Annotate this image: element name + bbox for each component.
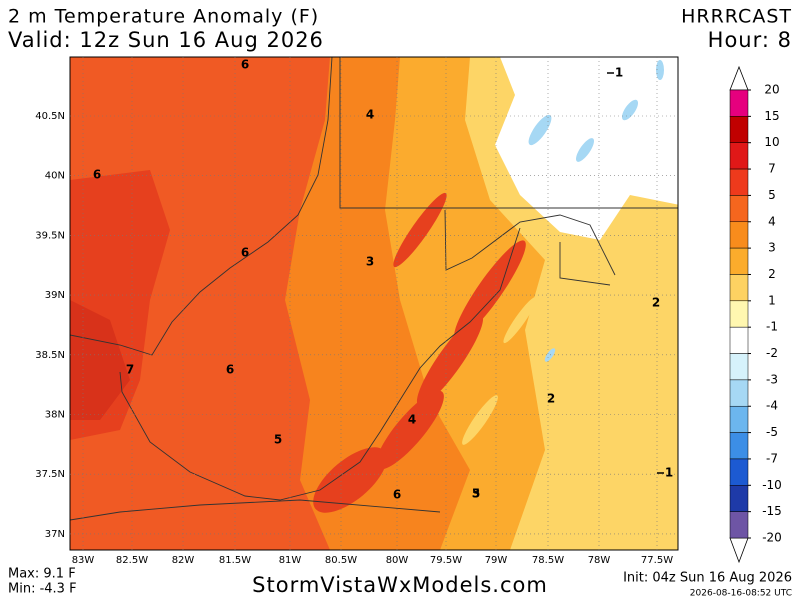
site-name: StormVistaWxModels.com <box>252 573 548 597</box>
colorbar-label: 7 <box>768 162 776 176</box>
colorbar-bin <box>729 142 749 170</box>
colorbar-bin <box>729 221 749 249</box>
colorbar-label: 2 <box>768 267 776 281</box>
colorbar-bin <box>729 405 749 433</box>
timestamp: 2026-08-16-08:52 UTC <box>690 589 792 599</box>
contour-label: 1 <box>615 66 623 80</box>
title: 2 m Temperature Anomaly (F) <box>8 6 319 28</box>
colorbar-bin <box>729 432 749 460</box>
lon-label: 80W <box>386 555 409 566</box>
lon-label: 83W <box>72 555 95 566</box>
colorbar-bin <box>729 195 749 223</box>
contour-label: 2 <box>652 296 660 310</box>
lat-label: 39N <box>45 290 65 301</box>
contour-label: 5 <box>274 433 282 447</box>
colorbar-cap <box>729 65 749 91</box>
colorbar-label: -4 <box>766 399 778 413</box>
colorbar-label: 20 <box>764 83 779 97</box>
lon-label: 78.5W <box>532 555 564 566</box>
contour-label: 4 <box>366 108 374 122</box>
max-value: Max: 9.1 F <box>8 567 76 582</box>
colorbar-bin <box>729 511 749 539</box>
contour-label: 7 <box>126 363 134 377</box>
colorbar-bin <box>729 326 749 354</box>
contour-label: 6 <box>241 246 249 260</box>
colorbar-label: 5 <box>768 188 776 202</box>
colorbar-label: -15 <box>762 504 782 518</box>
lon-label: 80.5W <box>325 555 357 566</box>
colorbar-bin <box>729 353 749 381</box>
colorbar-label: -1 <box>766 320 778 334</box>
lon-label: 82.5W <box>116 555 148 566</box>
colorbar-label: -3 <box>766 372 778 386</box>
colorbar-bin <box>729 379 749 407</box>
lon-label: 79.5W <box>430 555 462 566</box>
lon-label: 79W <box>485 555 508 566</box>
contour-label: 6 <box>241 58 249 72</box>
colorbar-bin <box>729 274 749 302</box>
colorbar-label: 10 <box>764 135 779 149</box>
colorbar-bin <box>729 247 749 275</box>
lon-label: 81W <box>279 555 302 566</box>
colorbar-label: 15 <box>764 109 779 123</box>
contour-label: 6 <box>93 168 101 182</box>
map-field <box>70 57 678 550</box>
contour-label: 4 <box>408 413 416 427</box>
colorbar-label: 1 <box>768 293 776 307</box>
map-frame <box>69 56 679 551</box>
colorbar-label: 3 <box>768 241 776 255</box>
colorbar-bin <box>729 300 749 328</box>
lat-label: 37N <box>45 529 65 540</box>
contour-label: 5 <box>472 487 480 501</box>
init-time: Init: 04z Sun 16 Aug 2026 <box>623 571 792 586</box>
colorbar-bin <box>729 485 749 512</box>
valid-time: Valid: 12z Sun 16 Aug 2026 <box>8 28 324 52</box>
lon-label: 81.5W <box>219 555 251 566</box>
lat-label: 40.5N <box>35 111 65 122</box>
model-name: HRRRCAST <box>681 6 792 28</box>
lat-label: 38N <box>45 410 65 421</box>
lat-label: 39.5N <box>35 230 65 241</box>
lon-label: 77.5W <box>641 555 673 566</box>
lat-label: 40N <box>45 171 65 182</box>
forecast-hour: Hour: 8 <box>708 28 792 52</box>
colorbar-bin <box>729 89 749 117</box>
contour-label: 6 <box>226 363 234 377</box>
lat-label: 38.5N <box>35 350 65 361</box>
contour-label: 3 <box>472 487 480 501</box>
min-value: Min: -4.3 F <box>8 582 77 597</box>
lon-label: 82W <box>172 555 195 566</box>
colorbar-label: 4 <box>768 214 776 228</box>
colorbar-cap <box>729 537 749 564</box>
contour-label: 6 <box>393 488 401 502</box>
colorbar-label: -5 <box>766 425 778 439</box>
colorbar-label: -2 <box>766 346 778 360</box>
contour-label: 2 <box>547 392 555 406</box>
colorbar-bin <box>729 458 749 486</box>
lon-label: 78W <box>588 555 611 566</box>
contour-label: 3 <box>366 255 374 269</box>
contour-label: 1 <box>665 466 673 480</box>
colorbar-bin <box>729 168 749 196</box>
colorbar-label: -10 <box>762 478 782 492</box>
lat-label: 37.5N <box>35 469 65 480</box>
colorbar-label: -20 <box>762 531 782 545</box>
colorbar-bin <box>729 116 749 143</box>
colorbar-label: -7 <box>766 451 778 465</box>
